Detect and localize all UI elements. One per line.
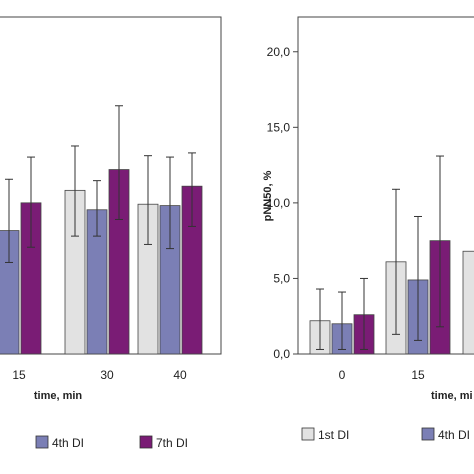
legend-swatch-4th-di-right	[421, 427, 435, 441]
left-x-tick-label: 40	[173, 368, 187, 382]
right-error-bar-0-s2	[360, 277, 368, 350]
legend: 4th DI 7th DI 1st DI 4th DI	[35, 427, 470, 450]
left-error-bar-30-s1	[93, 180, 101, 237]
right-bar-partial	[462, 250, 474, 355]
legend-swatch-4th-di-left	[35, 435, 49, 449]
left-x-tick-label: 30	[100, 368, 114, 382]
right-y-tick-label: 10,0	[267, 196, 291, 210]
right-x-tick-label: 15	[411, 368, 425, 382]
left-error-bar-40-s0	[144, 155, 152, 245]
right-x-tick-label: 0	[339, 368, 346, 382]
right-error-bar-15-s2	[436, 155, 444, 328]
right-y-tick-label: 20,0	[267, 45, 291, 59]
left-error-bar-15-s2	[27, 156, 35, 248]
left-error-bar-15-s1	[5, 178, 13, 263]
right-y-tick-label: 0,0	[273, 347, 290, 361]
right-y-tick-label: 5,0	[273, 271, 290, 285]
right-error-bar-15-s1	[414, 215, 422, 341]
right-y-axis-title: pNN50, %	[262, 170, 274, 221]
left-error-bar-40-s2	[188, 152, 196, 227]
legend-swatch-1st-di-right	[301, 427, 315, 441]
right-x-axis-title: time, mi	[431, 390, 473, 402]
left-chart: 15 30 40 time, min	[0, 16, 222, 402]
legend-swatch-7th-di-left	[139, 435, 153, 449]
legend-label-1st-di-right: 1st DI	[318, 428, 349, 442]
right-error-bar-0-s1	[338, 291, 346, 350]
left-error-bar-30-s0	[71, 145, 79, 237]
left-error-bar-40-s1	[166, 156, 174, 250]
right-chart: 0,0 5,0 10,0 15,0 20,0 0 15 pNN50, % time, mi	[262, 16, 474, 402]
left-x-tick-label: 15	[12, 368, 26, 382]
left-x-axis-title: time, min	[34, 390, 83, 402]
right-y-tick-label: 15,0	[267, 120, 291, 134]
left-error-bar-30-s2	[115, 105, 123, 220]
legend-label-7th-di-left: 7th DI	[156, 436, 188, 450]
legend-label-4th-di-right: 4th DI	[438, 428, 470, 442]
legend-label-4th-di-left: 4th DI	[52, 436, 84, 450]
right-error-bar-0-s0	[316, 288, 324, 350]
right-error-bar-15-s0	[392, 188, 400, 335]
